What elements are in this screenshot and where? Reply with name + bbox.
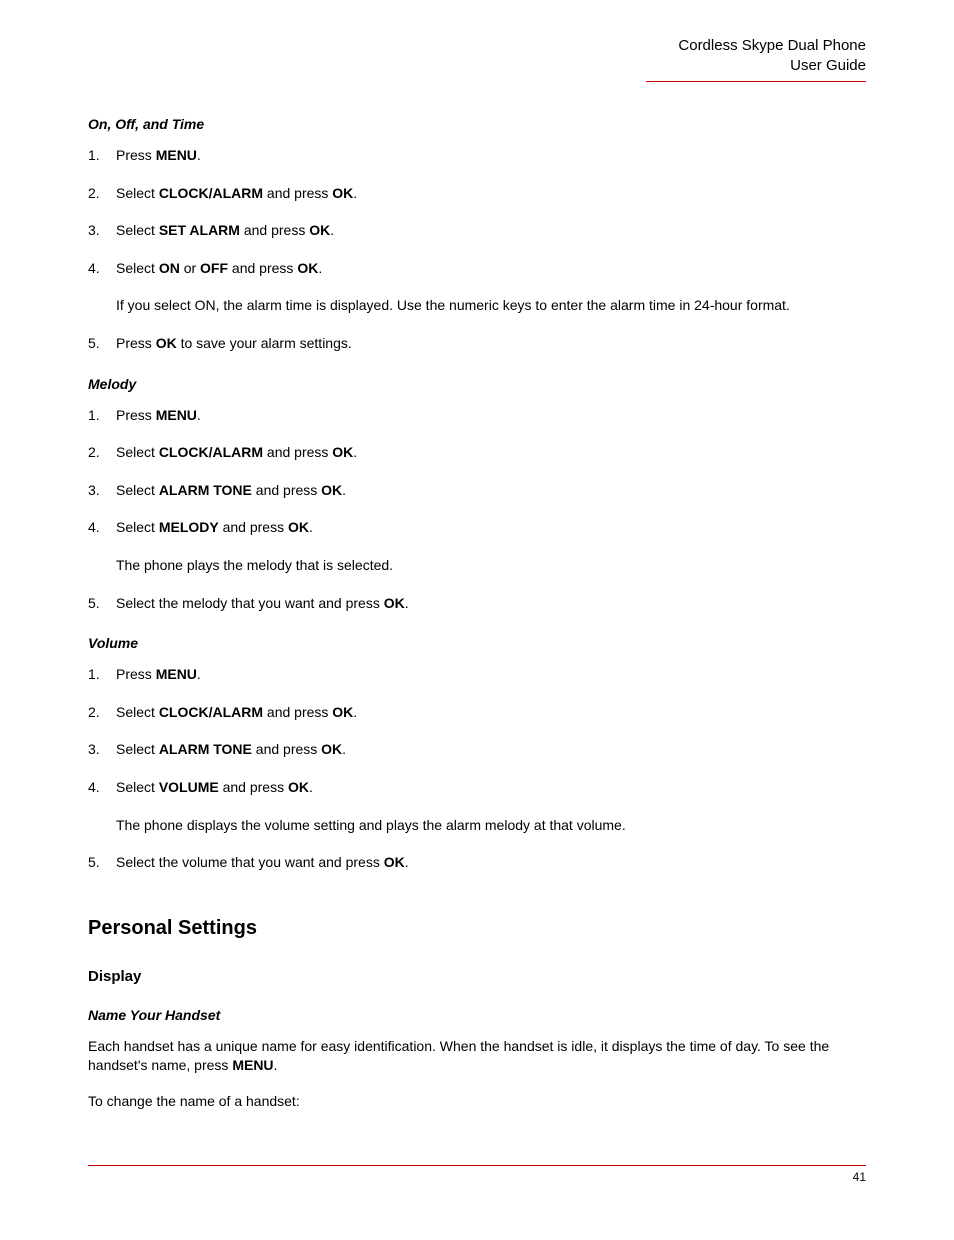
header-underline bbox=[646, 81, 866, 82]
step-item: 1.Press MENU. bbox=[88, 665, 866, 685]
steps-melody: 1.Press MENU. 2.Select CLOCK/ALARM and p… bbox=[88, 406, 866, 614]
paragraph: To change the name of a handset: bbox=[88, 1092, 866, 1112]
subheading-on-off-time: On, Off, and Time bbox=[88, 116, 866, 132]
subheading-name-handset: Name Your Handset bbox=[88, 1007, 866, 1023]
document-page: Cordless Skype Dual Phone User Guide On,… bbox=[0, 0, 954, 1240]
step-item: 5.Select the volume that you want and pr… bbox=[88, 853, 866, 873]
footer-rule bbox=[88, 1165, 866, 1166]
step-item: 2.Select CLOCK/ALARM and press OK. bbox=[88, 443, 866, 463]
steps-on-off-time: 1.Press MENU. 2.Select CLOCK/ALARM and p… bbox=[88, 146, 866, 354]
step-item: 2.Select CLOCK/ALARM and press OK. bbox=[88, 703, 866, 723]
step-item: 1.Press MENU. bbox=[88, 146, 866, 166]
page-number: 41 bbox=[88, 1170, 866, 1184]
subheading-melody: Melody bbox=[88, 376, 866, 392]
step-item: 4.Select VOLUME and press OK.The phone d… bbox=[88, 778, 866, 835]
steps-volume: 1.Press MENU. 2.Select CLOCK/ALARM and p… bbox=[88, 665, 866, 873]
header-line-2: User Guide bbox=[88, 56, 866, 76]
header-line-1: Cordless Skype Dual Phone bbox=[88, 36, 866, 56]
section-heading-personal-settings: Personal Settings bbox=[88, 917, 866, 940]
subheading-volume: Volume bbox=[88, 635, 866, 651]
step-item: 4.Select ON or OFF and press OK.If you s… bbox=[88, 259, 866, 316]
page-header: Cordless Skype Dual Phone User Guide bbox=[88, 36, 866, 75]
step-item: 3.Select SET ALARM and press OK. bbox=[88, 221, 866, 241]
step-item: 2.Select CLOCK/ALARM and press OK. bbox=[88, 184, 866, 204]
page-footer: 41 bbox=[88, 1165, 866, 1184]
step-item: 5.Select the melody that you want and pr… bbox=[88, 594, 866, 614]
step-item: 3.Select ALARM TONE and press OK. bbox=[88, 740, 866, 760]
step-item: 4.Select MELODY and press OK.The phone p… bbox=[88, 518, 866, 575]
step-item: 5.Press OK to save your alarm settings. bbox=[88, 334, 866, 354]
subsection-heading-display: Display bbox=[88, 968, 866, 985]
step-item: 3.Select ALARM TONE and press OK. bbox=[88, 481, 866, 501]
paragraph: Each handset has a unique name for easy … bbox=[88, 1037, 866, 1076]
step-item: 1.Press MENU. bbox=[88, 406, 866, 426]
